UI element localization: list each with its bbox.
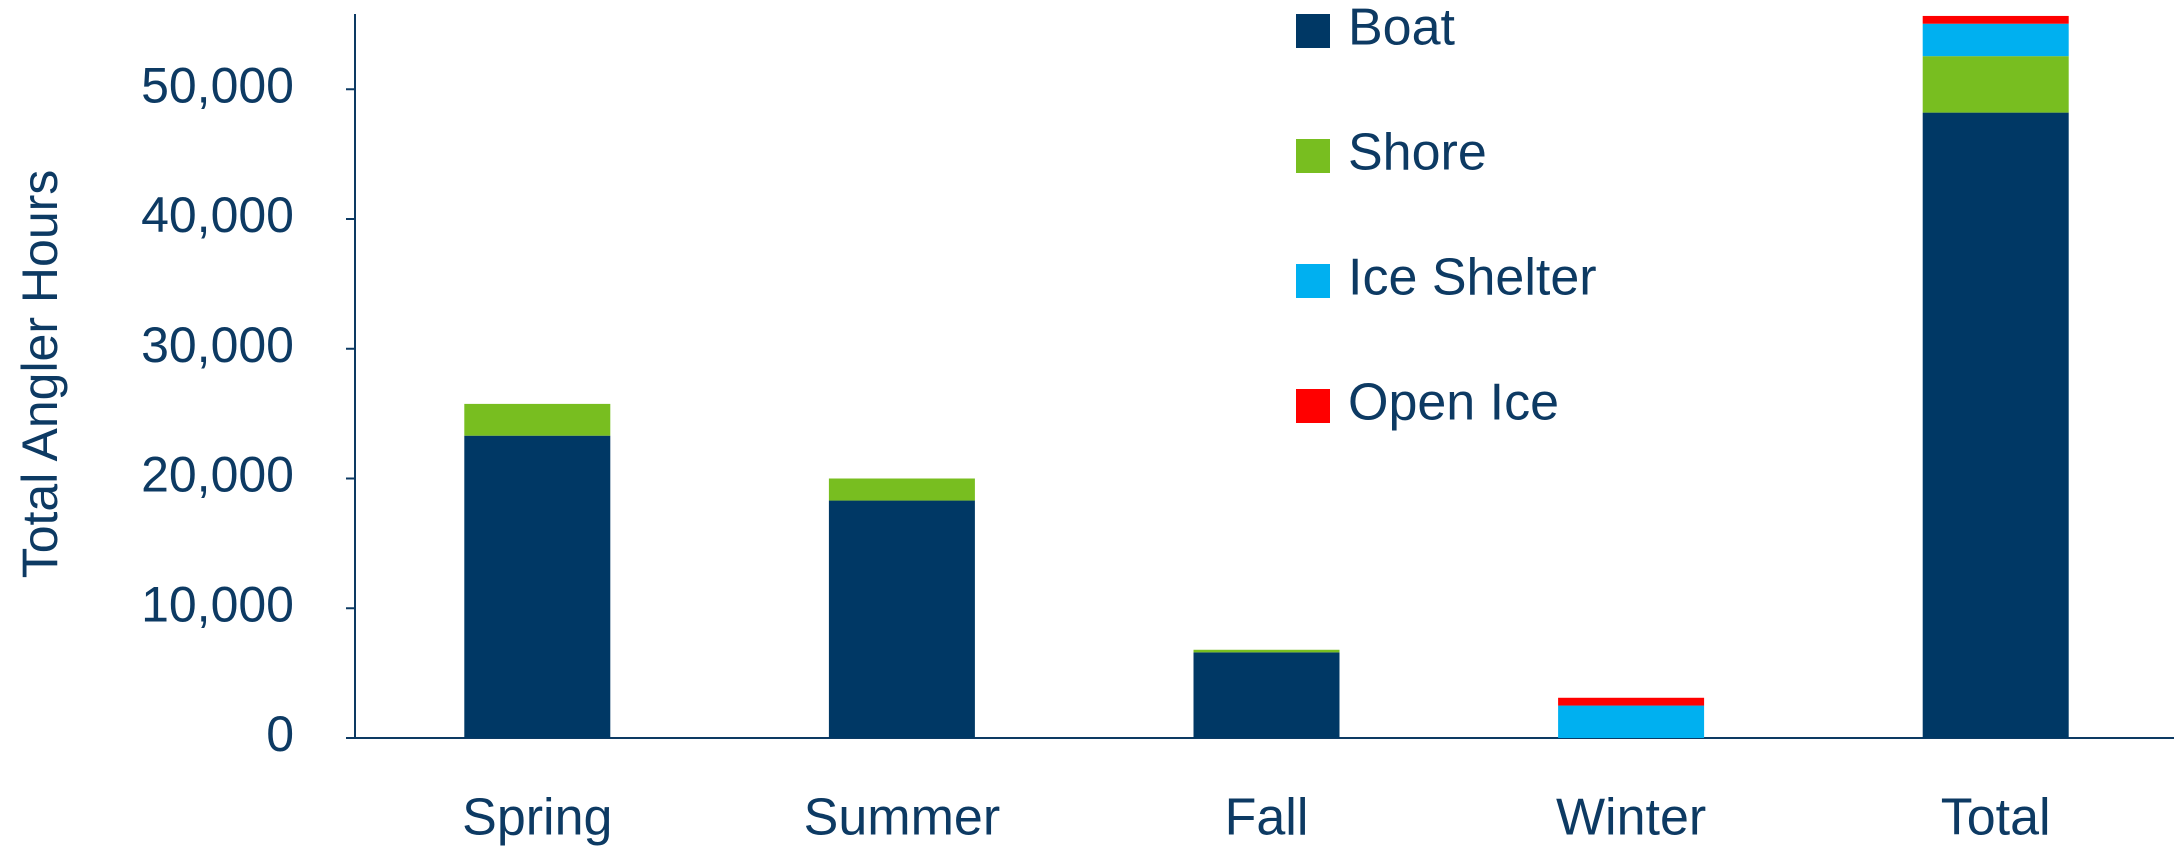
bar-segment xyxy=(1558,705,1705,738)
x-tick-label: Total xyxy=(1941,789,2051,847)
y-tick-label: 0 xyxy=(266,706,294,762)
y-tick-label: 20,000 xyxy=(141,447,294,503)
legend-label: Open Ice xyxy=(1348,374,1559,432)
bar-segment xyxy=(1922,15,2069,24)
bar-segment xyxy=(1193,649,1340,653)
bar-segment xyxy=(828,478,975,501)
bar-segment xyxy=(828,500,975,738)
bar-segment xyxy=(1922,56,2069,113)
x-tick-label: Spring xyxy=(462,789,612,847)
y-axis-label: Total Angler Hours xyxy=(12,170,68,579)
legend-label: Boat xyxy=(1348,0,1456,57)
legend-label: Ice Shelter xyxy=(1348,249,1597,307)
legend-label: Shore xyxy=(1348,124,1487,182)
bar-segment xyxy=(464,435,611,738)
y-tick-label: 30,000 xyxy=(141,317,294,373)
bar-segment xyxy=(1193,652,1340,738)
legend-swatch xyxy=(1296,264,1330,298)
x-tick-label: Fall xyxy=(1225,789,1309,847)
x-tick-label: Winter xyxy=(1556,789,1706,847)
legend-swatch xyxy=(1296,139,1330,173)
bar-segment xyxy=(464,403,611,436)
bar-segment xyxy=(1558,697,1705,706)
y-tick-label: 50,000 xyxy=(141,57,294,113)
x-tick-label: Summer xyxy=(804,789,1000,847)
legend-swatch xyxy=(1296,14,1330,48)
bar-segment xyxy=(1922,112,2069,739)
bar-segment xyxy=(1922,23,2069,57)
y-tick-label: 40,000 xyxy=(141,187,294,243)
legend-swatch xyxy=(1296,389,1330,423)
y-tick-label: 10,000 xyxy=(141,576,294,632)
